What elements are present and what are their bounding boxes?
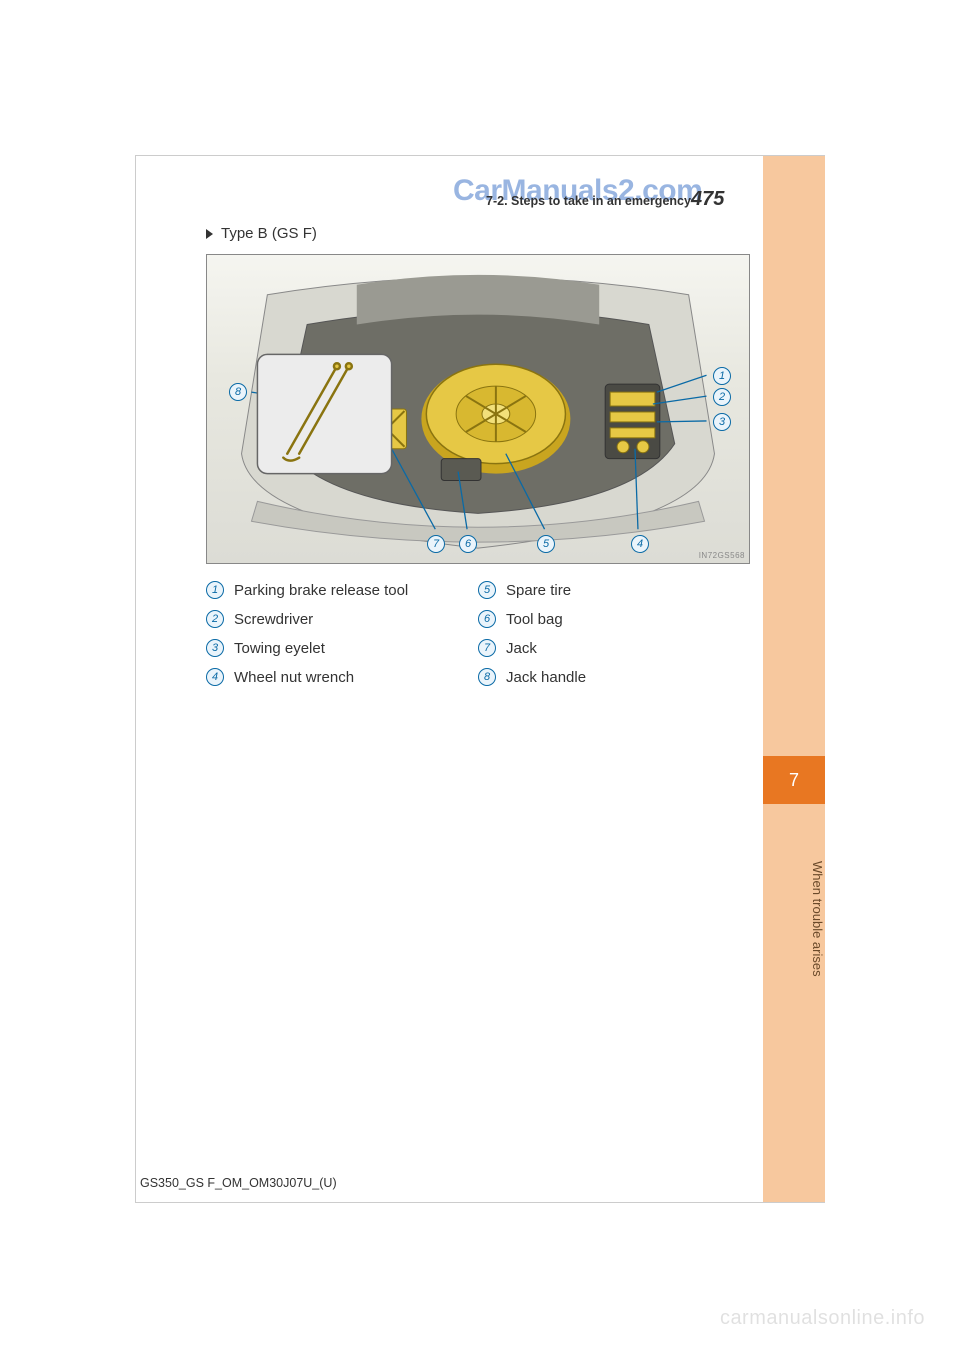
- legend-item: 8 Jack handle: [478, 668, 750, 686]
- diagram-callout-5: 5: [537, 535, 555, 553]
- legend-badge: 2: [206, 610, 224, 628]
- legend-badge: 8: [478, 668, 496, 686]
- legend-item: 5 Spare tire: [478, 581, 750, 599]
- diagram-callout-8: 8: [229, 383, 247, 401]
- diagram-callout-4: 4: [631, 535, 649, 553]
- subtype-label: Type B (GS F): [206, 225, 317, 242]
- legend-item: 2 Screwdriver: [206, 610, 478, 628]
- legend-label: Screwdriver: [234, 611, 313, 628]
- legend-item: 3 Towing eyelet: [206, 639, 478, 657]
- legend-label: Towing eyelet: [234, 640, 325, 657]
- legend-badge: 5: [478, 581, 496, 599]
- legend-badge: 6: [478, 610, 496, 628]
- legend: 1 Parking brake release tool 2 Screwdriver 3…: [206, 581, 750, 686]
- diagram-callout-3: 3: [713, 413, 731, 431]
- legend-label: Wheel nut wrench: [234, 669, 354, 686]
- legend-item: 1 Parking brake release tool: [206, 581, 478, 599]
- legend-col-left: 1 Parking brake release tool 2 Screwdriver 3…: [206, 581, 478, 686]
- legend-label: Jack: [506, 640, 537, 657]
- chapter-number: 7: [789, 770, 799, 791]
- diagram-ref: IN72GS568: [699, 551, 745, 560]
- diagram-callout-2: 2: [713, 388, 731, 406]
- legend-label: Jack handle: [506, 669, 586, 686]
- watermark-footer: carmanualsonline.info: [720, 1307, 925, 1330]
- chapter-sidebar: [763, 156, 825, 1202]
- page-frame: 7 When trouble arises CarManuals2.com 7-…: [135, 155, 825, 1203]
- legend-label: Tool bag: [506, 611, 563, 628]
- legend-badge: 4: [206, 668, 224, 686]
- document-id: GS350_GS F_OM_OM30J07U_(U): [140, 1176, 337, 1190]
- legend-badge: 7: [478, 639, 496, 657]
- legend-badge: 1: [206, 581, 224, 599]
- legend-label: Spare tire: [506, 582, 571, 599]
- triangle-icon: [206, 229, 213, 239]
- chapter-tab: 7: [763, 756, 825, 804]
- legend-item: 7 Jack: [478, 639, 750, 657]
- page-number: 475: [691, 188, 724, 211]
- legend-badge: 3: [206, 639, 224, 657]
- diagram-callout-1: 1: [713, 367, 731, 385]
- chapter-title: When trouble arises: [763, 816, 825, 1016]
- legend-col-right: 5 Spare tire 6 Tool bag 7 Jack 8 Jack handle: [478, 581, 750, 686]
- diagram-callout-6: 6: [459, 535, 477, 553]
- subtype-text: Type B (GS F): [221, 225, 317, 242]
- legend-label: Parking brake release tool: [234, 582, 408, 599]
- diagram: 1 2 3 8 76 5 4 IN72GS568: [206, 254, 750, 564]
- diagram-callout-7: 7: [427, 535, 445, 553]
- diagram-svg: [207, 255, 749, 563]
- legend-item: 6 Tool bag: [478, 610, 750, 628]
- legend-item: 4 Wheel nut wrench: [206, 668, 478, 686]
